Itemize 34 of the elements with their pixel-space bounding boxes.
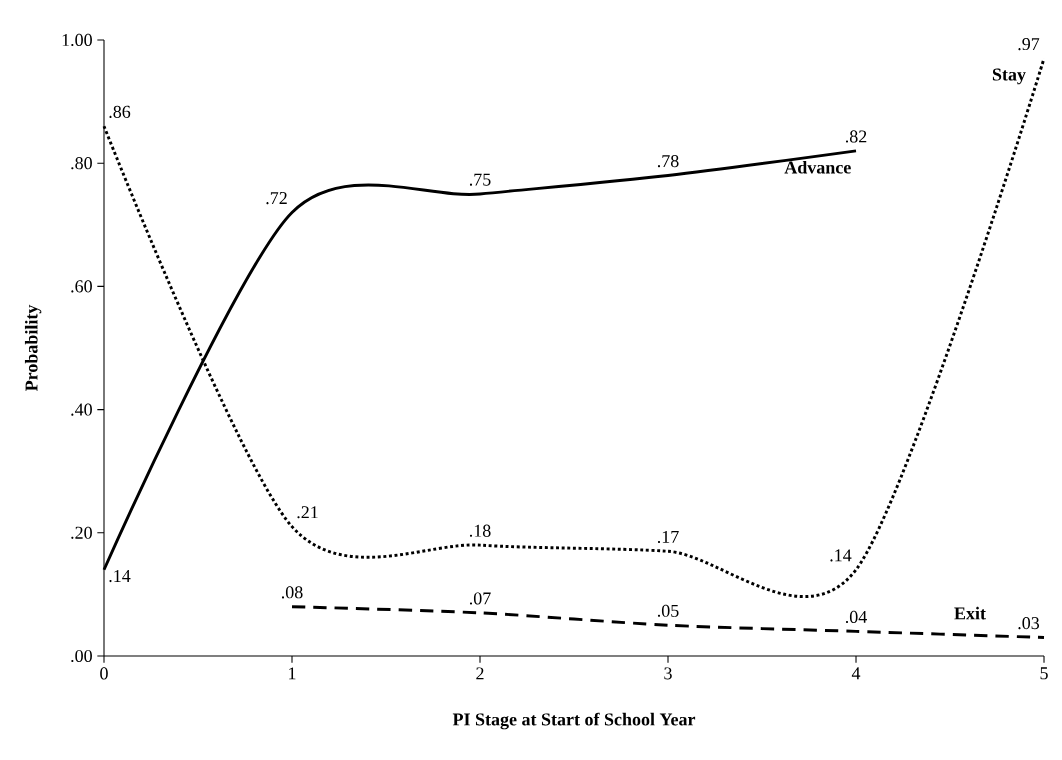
- y-tick-label: .20: [71, 526, 92, 539]
- data-label: .03: [1018, 617, 1040, 630]
- y-tick-label: .40: [71, 403, 92, 416]
- x-tick-label: 5: [1040, 667, 1048, 680]
- data-label: .78: [657, 155, 679, 168]
- x-tick-label: 1: [289, 667, 296, 680]
- x-tick-label: 3: [664, 667, 672, 680]
- y-tick-label: .60: [71, 280, 92, 293]
- data-label: .21: [297, 506, 318, 519]
- x-tick-label: 2: [476, 667, 484, 680]
- data-label: .72: [266, 192, 287, 205]
- data-label: .18: [469, 524, 491, 537]
- y-axis-title: Probability: [24, 304, 42, 392]
- y-tick-label: .00: [71, 649, 92, 663]
- data-label: .97: [1018, 38, 1040, 51]
- data-label: .05: [657, 604, 679, 617]
- data-label: .14: [109, 570, 131, 583]
- data-label: .75: [469, 173, 491, 186]
- data-label: .86: [109, 105, 131, 118]
- y-tick-label: .80: [71, 157, 92, 170]
- x-tick-label: 4: [851, 667, 861, 680]
- x-axis-title: PI Stage at Start of School Year: [452, 712, 696, 730]
- data-label: .07: [469, 592, 491, 605]
- y-tick-label: 1.00: [62, 33, 92, 47]
- x-tick-label: 0: [100, 667, 108, 680]
- series-label: Exit: [954, 606, 986, 620]
- data-label: .17: [657, 530, 679, 544]
- data-label: .82: [845, 130, 867, 143]
- line-series: [290, 605, 1046, 639]
- series-label: Advance: [784, 160, 851, 174]
- data-label: .08: [281, 586, 303, 599]
- data-label: .04: [845, 610, 867, 624]
- series-label: Stay: [992, 68, 1026, 85]
- data-label: .14: [830, 549, 852, 562]
